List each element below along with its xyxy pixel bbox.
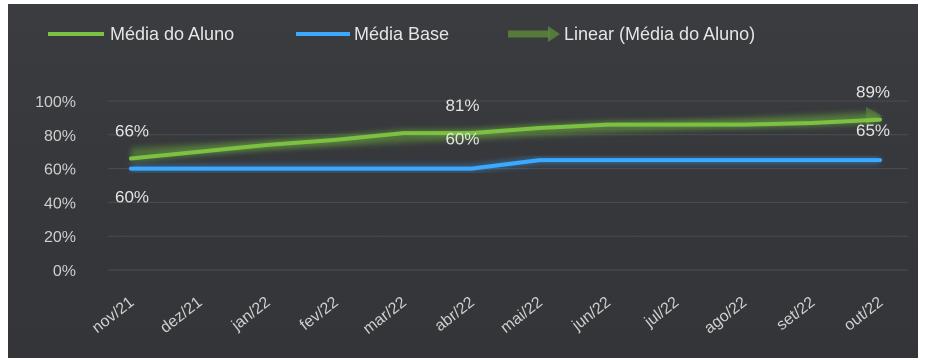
x-tick-label: jan/22: [228, 294, 274, 335]
chart-panel: Média do Aluno Média Base Linear (Média do…: [8, 4, 918, 358]
x-tick-label: out/22: [841, 294, 887, 335]
x-tick-label: nov/21: [89, 294, 137, 337]
y-tick-label: 100%: [35, 94, 76, 111]
chart-series: [129, 106, 882, 173]
series-line-media-base: [129, 158, 882, 171]
x-tick-label: abr/22: [432, 294, 478, 335]
x-tick-label: fev/22: [297, 294, 342, 334]
x-tick-label: jun/22: [568, 294, 614, 335]
line-chart: Média do Aluno Média Base Linear (Média do…: [35, 24, 908, 338]
legend-item-media-do-aluno: Média do Aluno: [48, 24, 234, 44]
x-tick-label: set/22: [774, 294, 819, 334]
y-tick-label: 0%: [53, 263, 76, 280]
data-label: 89%: [856, 83, 890, 102]
data-labels: 66% 81% 89% 60% 60% 65%: [115, 83, 890, 207]
legend-label: Média Base: [354, 24, 449, 44]
y-tick-label: 80%: [44, 128, 76, 145]
x-tick-label: jul/22: [641, 294, 682, 332]
legend-swatch-arrow: [548, 26, 560, 42]
x-tick-label: mar/22: [360, 294, 410, 338]
x-tick-label: ago/22: [701, 294, 750, 338]
y-tick-label: 20%: [44, 229, 76, 246]
data-label: 60%: [115, 188, 149, 207]
legend-item-media-base: Média Base: [296, 24, 449, 44]
x-axis: nov/21 dez/21 jan/22 fev/22 mar/22 abr/22 mai/…: [89, 294, 886, 338]
chart-legend: Média do Aluno Média Base Linear (Média do…: [48, 24, 755, 44]
data-label: 81%: [445, 96, 479, 115]
x-tick-label: mai/22: [498, 294, 546, 337]
data-label: 60%: [445, 130, 479, 149]
data-label: 66%: [115, 121, 149, 140]
y-tick-label: 40%: [44, 195, 76, 212]
legend-label: Linear (Média do Aluno): [564, 24, 755, 44]
y-axis: 0% 20% 40% 60% 80% 100%: [35, 94, 76, 280]
legend-label: Média do Aluno: [110, 24, 234, 44]
series-line-media-do-aluno: [129, 117, 882, 161]
y-tick-label: 60%: [44, 162, 76, 179]
data-label: 65%: [856, 121, 890, 140]
legend-item-linear-trend: Linear (Média do Aluno): [508, 24, 755, 44]
x-tick-label: dez/21: [157, 294, 205, 337]
